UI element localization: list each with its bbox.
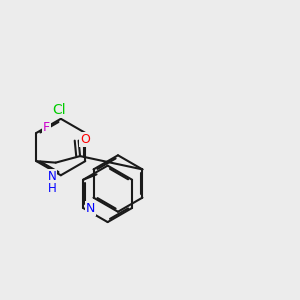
Text: N: N [85,202,95,215]
Text: O: O [80,133,90,146]
Text: F: F [43,121,50,134]
Text: N
H: N H [48,170,56,195]
Text: Cl: Cl [52,103,66,117]
